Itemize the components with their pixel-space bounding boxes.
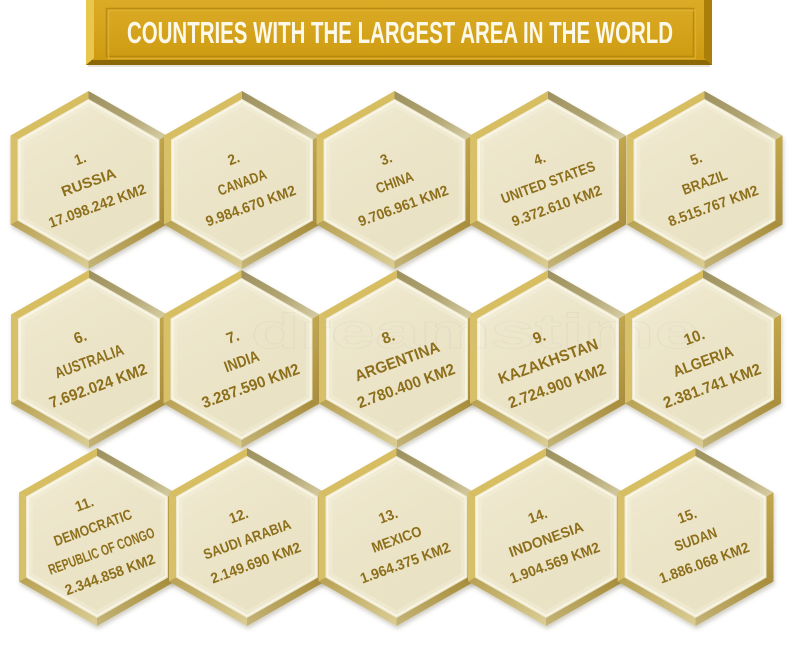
svg-text:6.: 6. <box>72 327 90 348</box>
svg-text:5.: 5. <box>688 150 704 169</box>
svg-text:7.: 7. <box>224 327 242 348</box>
svg-text:9.: 9. <box>531 327 549 348</box>
svg-text:12.: 12. <box>227 506 251 528</box>
svg-text:14.: 14. <box>526 506 550 528</box>
svg-text:13.: 13. <box>377 506 401 528</box>
svg-text:11.: 11. <box>73 494 96 516</box>
svg-text:15.: 15. <box>676 506 700 528</box>
svg-text:8.: 8. <box>380 327 398 348</box>
svg-text:1.: 1. <box>72 150 88 169</box>
svg-text:dreamstime: dreamstime <box>251 305 699 359</box>
svg-text:COUNTRIES WITH THE LARGEST ARE: COUNTRIES WITH THE LARGEST AREA IN THE W… <box>127 15 673 50</box>
svg-text:2.: 2. <box>226 150 242 169</box>
svg-text:3.: 3. <box>378 150 394 169</box>
svg-text:10.: 10. <box>682 326 708 350</box>
svg-text:4.: 4. <box>532 150 548 169</box>
